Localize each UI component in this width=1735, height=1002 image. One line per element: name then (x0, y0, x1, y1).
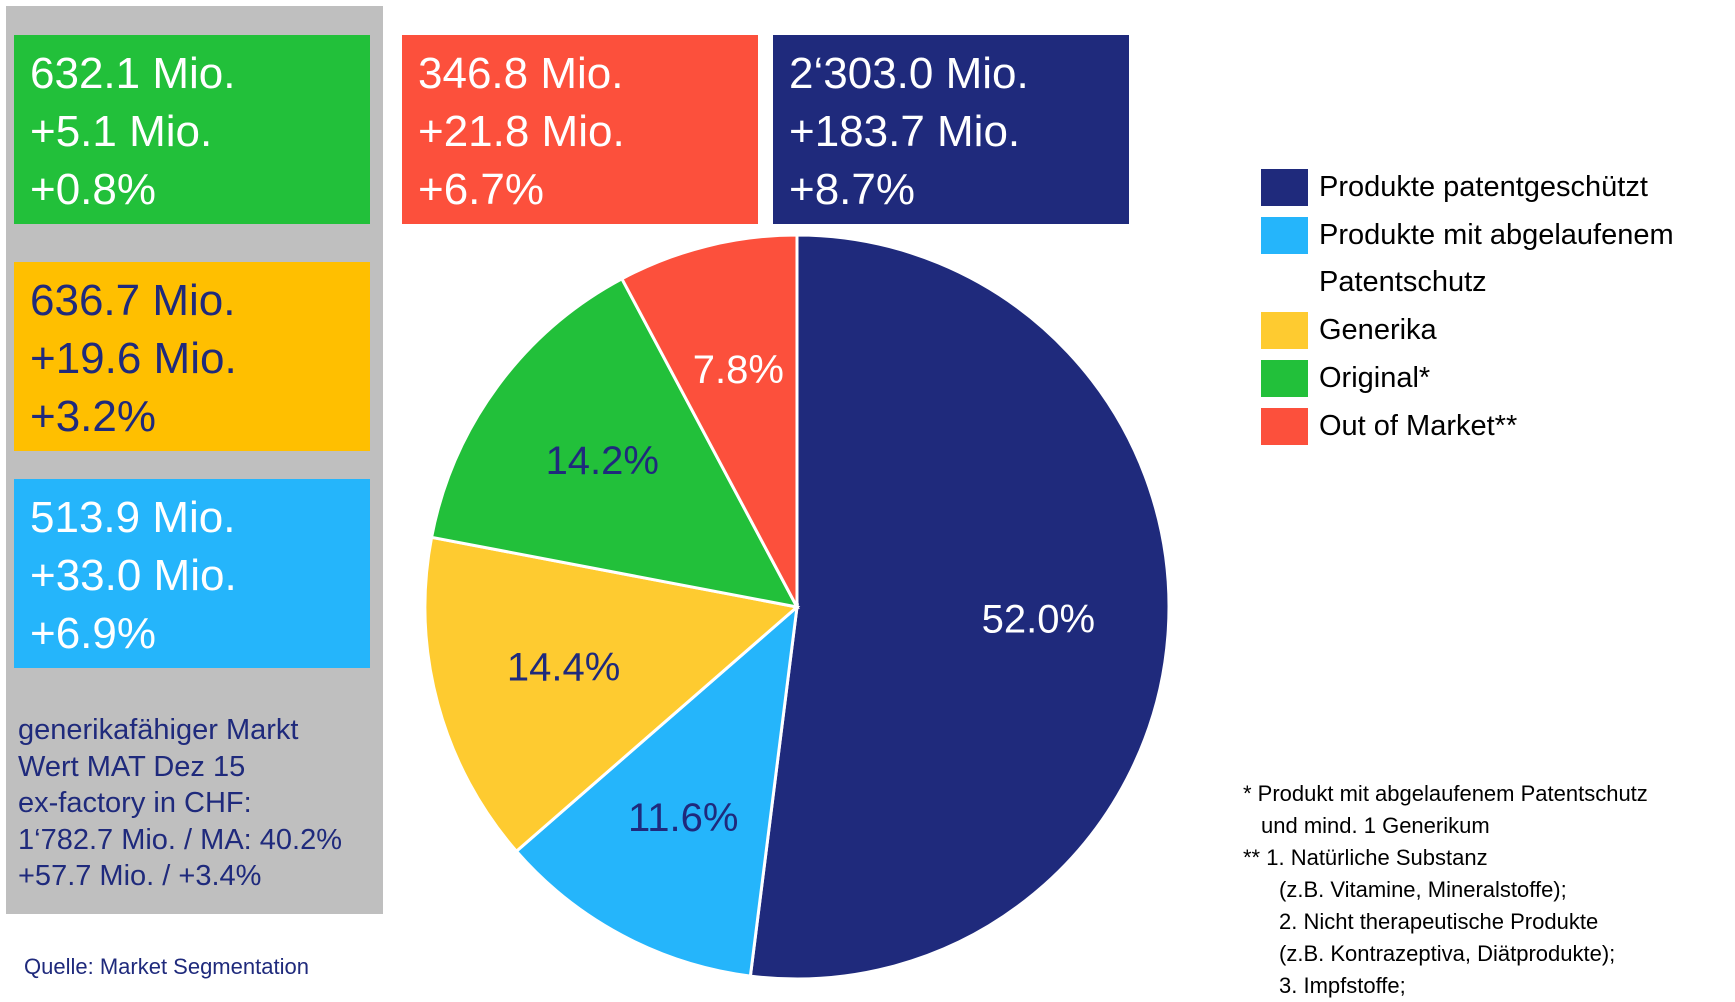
info-line: +5.1 Mio. (30, 107, 213, 156)
footnote-line: * Produkt mit abgelaufenem Patentschutz (1243, 781, 1648, 806)
info-line: +8.7% (789, 165, 915, 214)
legend-item: Produkte mit abgelaufenem Patentschutz (1261, 212, 1719, 307)
pie-chart: 52.0% 11.6% 14.4% 14.2% 7.8% (423, 233, 1171, 980)
legend-swatch (1261, 359, 1308, 397)
info-line: 636.7 Mio. (30, 276, 236, 325)
note-line: 1‘782.7 Mio. / MA: 40.2% (18, 823, 342, 856)
note-line: generikafähiger Markt (18, 714, 299, 746)
legend-item: Original* (1261, 355, 1719, 403)
footnote-line: und mind. 1 Generikum (1261, 813, 1490, 838)
info-box: 346.8 Mio. +21.8 Mio. +6.7% (402, 35, 758, 224)
slice-label: 14.4% (507, 646, 620, 690)
footnote-line: 2. Nicht therapeutische Produkte (1279, 909, 1599, 934)
footnote-line: (z.B. Kontrazeptiva, Diätprodukte); (1279, 941, 1616, 966)
slice-label: 14.2% (546, 439, 659, 483)
source: Quelle: Market Segmentation (24, 954, 309, 979)
info-box: 2‘303.0 Mio. +183.7 Mio. +8.7% (773, 35, 1129, 224)
slice-label: 11.6% (628, 796, 738, 840)
legend-swatch (1261, 312, 1308, 350)
footnote-line: (z.B. Vitamine, Mineralstoffe); (1279, 877, 1567, 902)
market-note: generikafähiger Markt Wert MAT Dez 15 ex-f… (18, 712, 342, 895)
footnote-line: 3. Impfstoffe; (1279, 973, 1406, 998)
pie-slice (514, 603, 799, 978)
note-line: Wert MAT Dez 15 (18, 750, 246, 783)
footnote-line: ** 1. Natürliche Substanz (1243, 845, 1488, 870)
footnotes: * Produkt mit abgelaufenem Patentschutz u… (1243, 778, 1648, 1002)
legend-label: Original* (1319, 361, 1431, 394)
info-line: +0.8% (30, 165, 156, 214)
info-box: 632.1 Mio. +5.1 Mio. +0.8% (14, 35, 370, 224)
legend-swatch (1261, 407, 1308, 445)
info-line: +19.6 Mio. (30, 334, 237, 383)
legend-item: Out of Market** (1261, 403, 1719, 451)
info-line: +183.7 Mio. (789, 107, 1021, 156)
legend-swatch (1261, 216, 1308, 254)
info-box: 636.7 Mio. +19.6 Mio. +3.2% (14, 262, 370, 451)
info-line: +6.7% (418, 165, 544, 214)
legend-label: Produkte patentgeschützt (1319, 171, 1648, 203)
info-line: +33.0 Mio. (30, 551, 237, 600)
info-line: 513.9 Mio. (30, 493, 236, 542)
slice-label: 7.8% (693, 348, 784, 392)
slice-label: 52.0% (982, 598, 1095, 642)
legend-item: Produkte patentgeschützt (1261, 164, 1719, 212)
legend-item: Generika (1261, 307, 1719, 355)
pie-slice (423, 535, 801, 854)
info-line: +3.2% (30, 392, 156, 441)
legend-label: Generika (1319, 314, 1437, 347)
info-line: 346.8 Mio. (418, 49, 624, 98)
pie-slice (748, 233, 1171, 980)
legend-swatch (1261, 169, 1308, 206)
pie-slice (429, 276, 800, 610)
legend-label: Produkte mit abgelaufenem Patentschutz (1319, 218, 1674, 299)
page: 52.0% 11.6% 14.4% 14.2% 7.8% generikafähiger… (6, 6, 1701, 998)
note-line: ex-factory in CHF: (18, 787, 252, 819)
info-line: 2‘303.0 Mio. (789, 49, 1029, 98)
pie-slice (619, 233, 799, 608)
info-line: 632.1 Mio. (30, 49, 236, 98)
note-line: +57.7 Mio. / +3.4% (18, 860, 262, 892)
legend-label: Out of Market** (1319, 409, 1518, 442)
info-box: 513.9 Mio. +33.0 Mio. +6.9% (14, 479, 370, 668)
info-line: +21.8 Mio. (418, 107, 625, 156)
info-line: +6.9% (30, 609, 156, 658)
legend: Produkte patentgeschützt Produkte mit abg… (1261, 164, 1701, 450)
